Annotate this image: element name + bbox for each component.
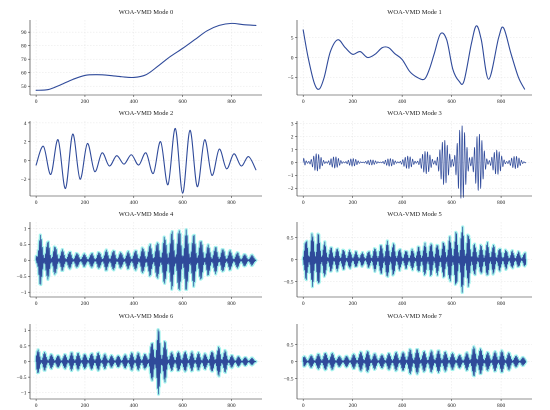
x-tick-label: 600 [178,403,187,409]
y-tick-label: 0.5 [20,242,27,248]
y-tick-label: 1 [24,226,27,232]
x-tick-label: 0 [35,99,38,105]
y-tick-label: 0 [291,257,294,263]
x-tick-label: 400 [130,403,139,409]
y-tick-label: 0 [24,359,27,365]
mode-0-title: WOA-VMD Mode 0 [119,9,174,16]
mode-2-panel: WOA-VMD Mode 2 0 200 400 600 800 −2 0 2 4 [21,110,262,206]
y-tick-label: 70 [21,57,27,63]
x-tick-label: 200 [81,99,90,105]
mode-3-title: WOA-VMD Mode 3 [387,110,442,117]
x-tick-label: 800 [497,99,506,105]
y-tick-label: 5 [291,36,294,42]
mode-6-title: WOA-VMD Mode 6 [119,313,174,320]
y-tick-label: 0.5 [287,342,294,348]
x-tick-label: 200 [349,200,358,206]
x-tick-label: 200 [81,403,90,409]
mode-7-title: WOA-VMD Mode 7 [387,313,442,320]
x-tick-label: 200 [349,99,358,105]
x-tick-label: 200 [81,301,90,307]
x-tick-label: 200 [81,200,90,206]
mode-1-panel: WOA-VMD Mode 1 0 200 400 600 800 −5 0 5 [288,9,532,105]
x-tick-label: 800 [227,200,236,206]
x-tick-label: 800 [497,301,506,307]
y-tick-label: 0 [291,359,294,365]
x-tick-label: 800 [497,403,506,409]
x-tick-label: 600 [447,200,456,206]
mode-5-title: WOA-VMD Mode 5 [387,211,442,218]
mode-2-title: WOA-VMD Mode 2 [119,110,174,117]
mode-5-series-line [302,226,527,293]
y-tick-label: 1 [291,147,294,153]
x-tick-label: 400 [130,200,139,206]
y-tick-label: 0.5 [20,344,27,350]
mode-1-title: WOA-VMD Mode 1 [387,9,442,16]
mode-0-series-line [35,22,257,91]
y-tick-label: 60 [21,71,27,77]
y-tick-label: −2 [288,186,294,192]
x-tick-label: 800 [227,99,236,105]
x-tick-label: 800 [227,403,236,409]
x-tick-label: 600 [447,301,456,307]
x-tick-label: 0 [302,403,305,409]
y-tick-label: −5 [288,75,294,81]
y-tick-label: −0.5 [17,274,27,280]
y-tick-label: 0.5 [287,235,294,241]
x-tick-label: 600 [178,200,187,206]
mode-3-panel: WOA-VMD Mode 3 0 200 400 600 800 −2 −1 0 1 2 3 [288,110,532,206]
x-tick-label: 200 [349,403,358,409]
x-tick-label: 0 [35,403,38,409]
y-tick-label: 0 [24,158,27,164]
mode-4-series-line [35,229,257,291]
x-tick-label: 0 [302,301,305,307]
y-tick-label: −2 [21,177,27,183]
x-tick-label: 600 [447,99,456,105]
x-tick-label: 400 [398,301,407,307]
x-tick-label: 800 [227,301,236,307]
mode-4-panel: WOA-VMD Mode 4 0 200 400 600 800 −1 −0.5 0 0.5 1 [17,211,262,307]
y-tick-label: 1 [24,328,27,334]
y-tick-label: 2 [24,140,27,146]
y-tick-label: −1 [21,290,27,296]
mode-4-title: WOA-VMD Mode 4 [119,211,174,218]
x-tick-label: 400 [398,200,407,206]
y-tick-label: 0 [291,55,294,61]
y-tick-label: 2 [291,134,294,140]
mode-0-panel: WOA-VMD Mode 0 0 200 400 600 800 50 60 70 80 90 [21,9,262,105]
y-tick-label: −0.5 [284,280,294,286]
mode-3-series-line [302,125,527,199]
x-tick-label: 200 [349,301,358,307]
y-tick-label: 0 [291,160,294,166]
x-tick-label: 800 [497,200,506,206]
y-tick-label: 0 [24,258,27,264]
y-tick-label: 50 [21,84,27,90]
y-tick-label: −0.5 [284,376,294,382]
y-tick-label: 3 [291,122,294,128]
x-tick-label: 400 [398,99,407,105]
y-tick-label: 90 [21,30,27,36]
mode-1-series-line [302,25,526,90]
x-tick-label: 600 [178,301,187,307]
x-tick-label: 600 [178,99,187,105]
mode-2-series-line [35,127,257,194]
x-tick-label: 400 [130,99,139,105]
x-tick-label: 600 [447,403,456,409]
mode-5-panel: WOA-VMD Mode 5 0 200 400 600 800 −0.5 0 0.5 [284,211,532,307]
x-tick-label: 400 [130,301,139,307]
x-tick-label: 0 [302,200,305,206]
mode-6-panel: WOA-VMD Mode 6 0 200 400 600 800 −1 −0.5 0 0.5 1 [17,313,262,409]
y-tick-label: −1 [288,173,294,179]
y-tick-label: 4 [24,121,27,127]
x-tick-label: 0 [35,200,38,206]
y-tick-label: −1 [21,391,27,397]
x-tick-label: 0 [302,99,305,105]
mode-7-series-line [302,346,527,377]
x-tick-label: 400 [398,403,407,409]
y-tick-label: 80 [21,44,27,50]
mode-6-series-line [35,329,257,395]
y-tick-label: −0.5 [17,375,27,381]
x-tick-label: 0 [35,301,38,307]
mode-7-panel: WOA-VMD Mode 7 0 200 400 600 800 −0.5 0 0.5 [284,313,532,409]
